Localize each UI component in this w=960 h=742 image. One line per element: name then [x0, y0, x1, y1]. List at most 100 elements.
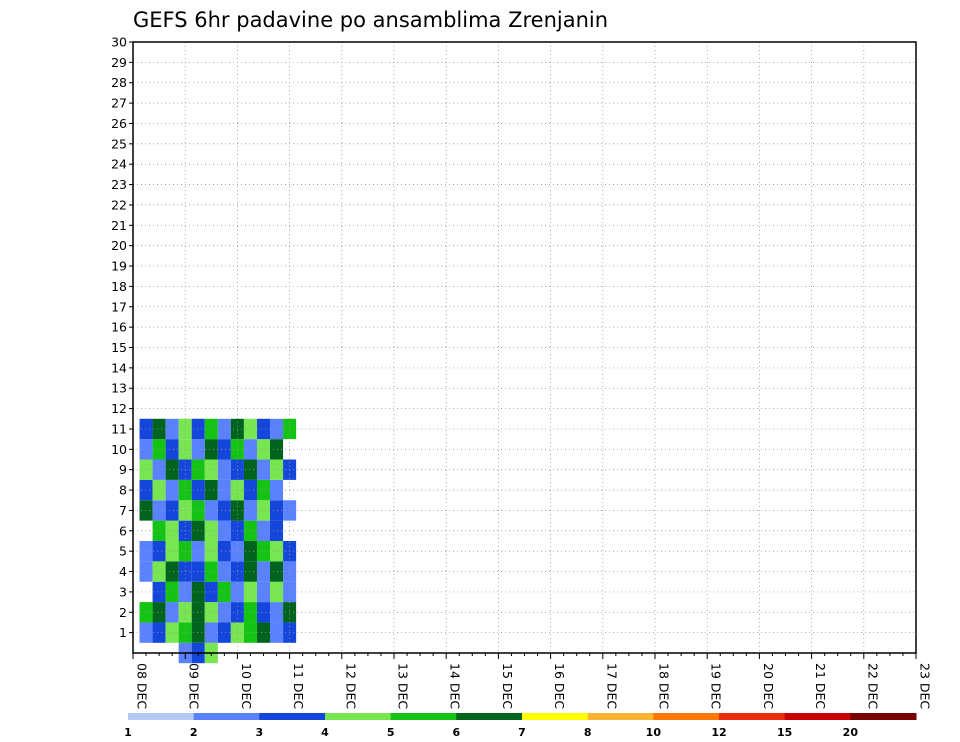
y-tick-label: 18	[111, 279, 127, 294]
legend-label: 1	[124, 726, 132, 739]
legend: 1 2 3 4 5 6 7 8 10 12 15 20	[124, 713, 917, 739]
y-tick-label: 30	[111, 35, 127, 50]
heatmap-cell	[152, 581, 166, 603]
y-tick-label: 19	[111, 259, 127, 274]
y-tick-label: 7	[119, 503, 127, 518]
heatmap-cell	[139, 418, 153, 440]
heatmap-cell	[243, 581, 257, 603]
heatmap-cell	[270, 540, 284, 562]
legend-color-swatch	[522, 713, 589, 720]
x-tick-label: 19 DEC	[709, 663, 724, 709]
heatmap-cells	[139, 418, 297, 664]
y-tick-label: 6	[119, 523, 127, 538]
y-tick-label: 5	[119, 544, 127, 559]
heatmap-cell	[139, 479, 153, 501]
heatmap-cell	[243, 561, 257, 582]
heatmap-cell	[165, 520, 179, 541]
heatmap-cell	[204, 418, 218, 440]
y-axis: 1234567891011121314151617181920212223242…	[111, 35, 133, 640]
heatmap-cell	[243, 540, 257, 562]
heatmap-cell	[217, 540, 231, 562]
heatmap-cell	[243, 622, 257, 643]
legend-label: 10	[646, 726, 662, 739]
grid-lines	[133, 42, 916, 653]
heatmap-cell	[243, 500, 257, 521]
x-tick-label: 17 DEC	[604, 663, 619, 709]
heatmap-cell	[204, 540, 218, 562]
heatmap-cell	[191, 561, 205, 582]
y-tick-label: 24	[111, 157, 127, 172]
heatmap-cell	[191, 459, 205, 480]
x-tick-label: 12 DEC	[343, 663, 358, 709]
legend-label: 5	[387, 726, 395, 739]
heatmap-cell	[270, 439, 284, 460]
y-tick-label: 10	[111, 442, 127, 457]
heatmap-cell	[243, 520, 257, 541]
heatmap-cell	[139, 622, 153, 643]
heatmap-cell	[204, 459, 218, 480]
heatmap-cell	[270, 581, 284, 603]
legend-label: 8	[584, 726, 592, 739]
x-tick-label: 16 DEC	[552, 663, 567, 709]
heatmap-cell	[270, 520, 284, 541]
heatmap-cell	[243, 459, 257, 480]
y-tick-label: 17	[111, 299, 127, 314]
y-tick-label: 3	[119, 584, 127, 599]
heatmap-cell	[152, 439, 166, 460]
heatmap-cell	[217, 418, 231, 440]
heatmap-cell	[243, 439, 257, 460]
heatmap-cell	[270, 479, 284, 501]
heatmap-cell	[256, 602, 271, 623]
legend-color-swatch	[259, 713, 326, 720]
heatmap-cell	[217, 561, 231, 582]
legend-label: 20	[843, 726, 859, 739]
legend-color-swatch	[390, 713, 457, 720]
y-tick-label: 16	[111, 320, 127, 335]
heatmap-cell	[152, 540, 166, 562]
legend-label: 7	[518, 726, 526, 739]
legend-label: 4	[321, 726, 329, 739]
heatmap-cell	[217, 500, 231, 521]
y-tick-label: 22	[111, 197, 127, 212]
heatmap-cell	[165, 622, 179, 643]
heatmap-cell	[204, 479, 218, 501]
x-tick-label: 23 DEC	[918, 663, 933, 709]
y-tick-label: 29	[111, 55, 127, 70]
heatmap-cell	[152, 520, 166, 541]
legend-color-swatch	[653, 713, 720, 720]
heatmap-cell	[191, 602, 205, 623]
legend-color-swatch	[784, 713, 851, 720]
x-tick-label: 08 DEC	[135, 663, 150, 709]
legend-label: 6	[453, 726, 461, 739]
y-tick-label: 21	[111, 218, 127, 233]
heatmap-cell	[256, 439, 271, 460]
y-tick-label: 9	[119, 462, 127, 477]
y-tick-label: 23	[111, 177, 127, 192]
x-tick-label: 09 DEC	[187, 663, 202, 709]
heatmap-cell	[217, 520, 231, 541]
x-tick-label: 11 DEC	[291, 663, 306, 709]
heatmap-cell	[256, 540, 271, 562]
y-tick-label: 11	[111, 421, 127, 436]
heatmap-cell	[270, 561, 284, 582]
heatmap-cell	[243, 479, 257, 501]
heatmap-cell	[191, 622, 205, 643]
heatmap-cell	[204, 581, 218, 603]
legend-color-swatch	[456, 713, 523, 720]
heatmap-cell	[256, 520, 271, 541]
heatmap-cell	[270, 622, 284, 643]
heatmap-cell	[139, 602, 153, 623]
heatmap-cell	[204, 622, 218, 643]
heatmap-cell	[165, 479, 179, 501]
heatmap-cell	[152, 602, 166, 623]
heatmap-cell	[165, 540, 179, 562]
x-tick-label: 21 DEC	[813, 663, 828, 709]
heatmap-cell	[217, 459, 231, 480]
heatmap-cell	[270, 500, 284, 521]
heatmap-cell	[165, 561, 179, 582]
heatmap-cell	[152, 418, 166, 440]
heatmap-cell	[191, 418, 205, 440]
y-tick-label: 25	[111, 136, 127, 151]
heatmap-cell	[243, 418, 257, 440]
